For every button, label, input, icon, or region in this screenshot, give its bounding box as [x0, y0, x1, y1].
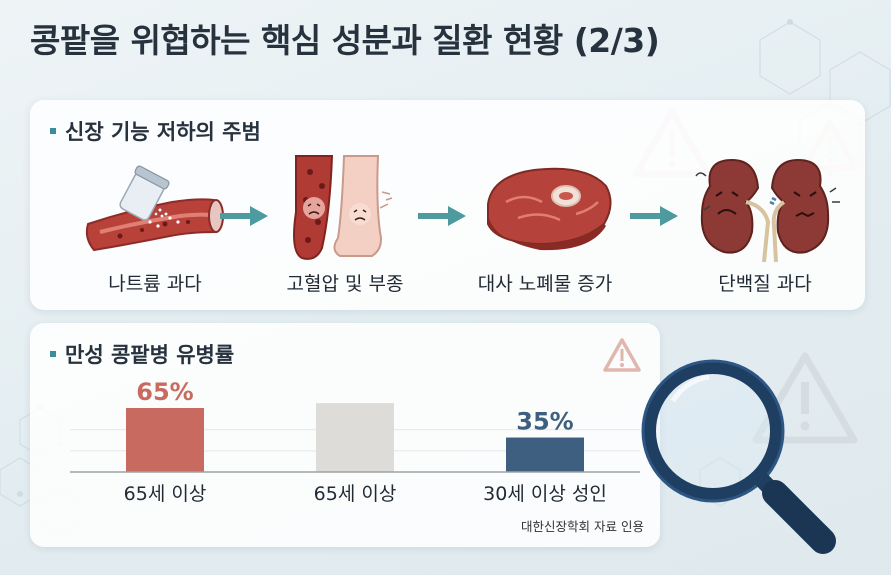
warning-triangle-icon [752, 352, 858, 444]
flow-step-sodium: 나트륨 과다 [70, 152, 240, 302]
bullet-icon [50, 128, 56, 134]
flow-step-hypertension: 고혈압 및 부종 [260, 152, 430, 302]
arrow-right-icon [630, 206, 678, 226]
chart-bar [506, 437, 584, 472]
chart-bar [316, 403, 394, 472]
chart-category-label: 65세 이상 [124, 483, 207, 505]
chart-bars: 65% 65세 이상 65세 이상 35% 30세 이상 성인 [124, 378, 607, 505]
salt-shaker-blood-vessel-icon [85, 165, 224, 252]
kidney-icon [695, 158, 840, 263]
kidney-risk-flow-card: 신장 기능 저하의 주범 나트륨 과다 [30, 100, 865, 310]
chart-data-label: 35% [516, 408, 573, 436]
warning-triangle-icon [603, 338, 641, 372]
blood-pressure-edema-icon [293, 155, 393, 260]
chart-section-title: 만성 콩팥병 유병률 [50, 339, 234, 369]
flow-step-label: 나트륨 과다 [108, 273, 202, 295]
flow-step-protein: 단백질 과다 [680, 152, 850, 302]
flow-step-label: 고혈압 및 부종 [286, 273, 404, 295]
chart-data-label: 65% [136, 378, 193, 406]
prevalence-bar-chart: 65% 65세 이상 65세 이상 35% 30세 이상 성인 [70, 378, 640, 505]
red-meat-icon [487, 167, 612, 251]
flow-step-label: 단백질 과다 [718, 273, 812, 295]
ckd-prevalence-card: 만성 콩팥병 유병률 65% 65세 이상 65세 이상 35% 30세 이상 성인 대… [30, 323, 660, 547]
chart-bar [126, 408, 204, 472]
page-title: 콩팥을 위협하는 핵심 성분과 질환 현황 (2/3) [30, 21, 660, 60]
bullet-icon [50, 351, 56, 357]
flow-section-title-text: 신장 기능 저하의 주범 [65, 120, 261, 144]
chart-category-label: 65세 이상 [314, 483, 397, 505]
arrow-right-icon [418, 206, 466, 226]
source-note: 대한신장학회 자료 인용 [521, 519, 644, 534]
arrow-right-icon [220, 206, 268, 226]
flow-step-label: 대사 노폐물 증가 [477, 273, 613, 295]
magnifying-glass-icon [641, 359, 836, 554]
chart-category-label: 30세 이상 성인 [483, 483, 607, 505]
chart-section-title-text: 만성 콩팥병 유병률 [65, 343, 235, 367]
flow-section-title: 신장 기능 저하의 주범 [50, 116, 261, 146]
flow-step-metabolic-waste: 대사 노폐물 증가 [460, 152, 630, 302]
